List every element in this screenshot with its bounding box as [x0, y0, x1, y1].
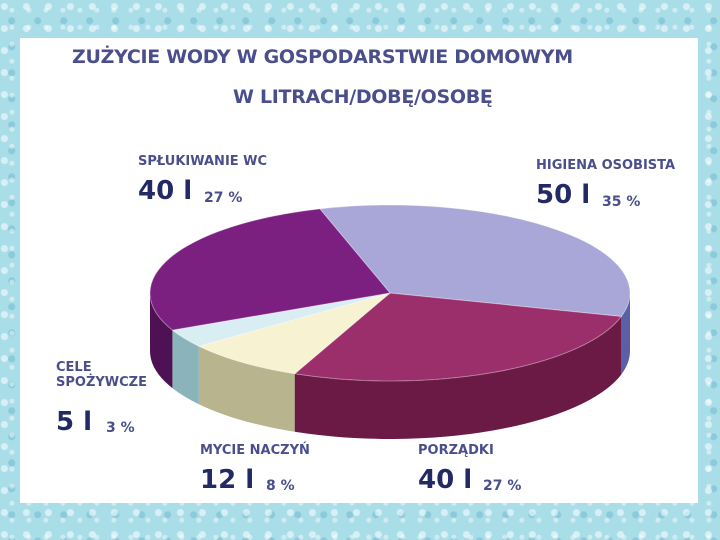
pie-slice-mycie: [197, 292, 391, 375]
chart-panel: ZUŻYCIE WODY W GOSPODARSTWIE DOMOWYM W L…: [20, 38, 698, 503]
slice-percent-porzadki: 27 %: [483, 478, 522, 494]
slice-label-mycie: MYCIE NACZYŃ: [200, 443, 310, 458]
slice-value-porzadki: 40 l: [418, 465, 473, 495]
slice-value-mycie: 12 l: [200, 465, 255, 495]
pie-slice-higiena: [318, 204, 631, 317]
pie-side-porzadki: [294, 316, 622, 439]
chart-title-line2: W LITRACH/DOBĘ/OSOBĘ: [233, 86, 493, 108]
chart-title-line1: ZUŻYCIE WODY W GOSPODARSTWIE DOMOWYM: [72, 46, 573, 68]
slice-percent-cele: 3 %: [106, 420, 135, 436]
slice-percent-mycie: 8 %: [266, 478, 295, 494]
pie-side-splukiwanie: [150, 293, 173, 389]
slice-label-higiena: HIGIENA OSOBISTA: [536, 158, 676, 173]
pie-side-cele: [172, 330, 199, 405]
slice-label-cele: CELE SPOŻYWCZE: [56, 360, 147, 390]
slice-percent-splukiwanie: 27 %: [204, 190, 243, 206]
pie-slice-splukiwanie: [149, 208, 391, 331]
slice-value-splukiwanie: 40 l: [138, 176, 193, 206]
pie-slice-cele: [171, 292, 391, 347]
pie-slice-porzadki: [293, 292, 623, 382]
slice-percent-higiena: 35 %: [602, 194, 641, 210]
pie-side-higiena: [621, 293, 630, 375]
pie-side-mycie: [198, 346, 295, 432]
slice-label-splukiwanie: SPŁUKIWANIE WC: [138, 154, 268, 169]
pie-chart: [149, 204, 631, 439]
slice-value-cele: 5 l: [56, 407, 93, 437]
slice-value-higiena: 50 l: [536, 180, 591, 210]
slice-label-porzadki: PORZĄDKI: [418, 443, 494, 458]
